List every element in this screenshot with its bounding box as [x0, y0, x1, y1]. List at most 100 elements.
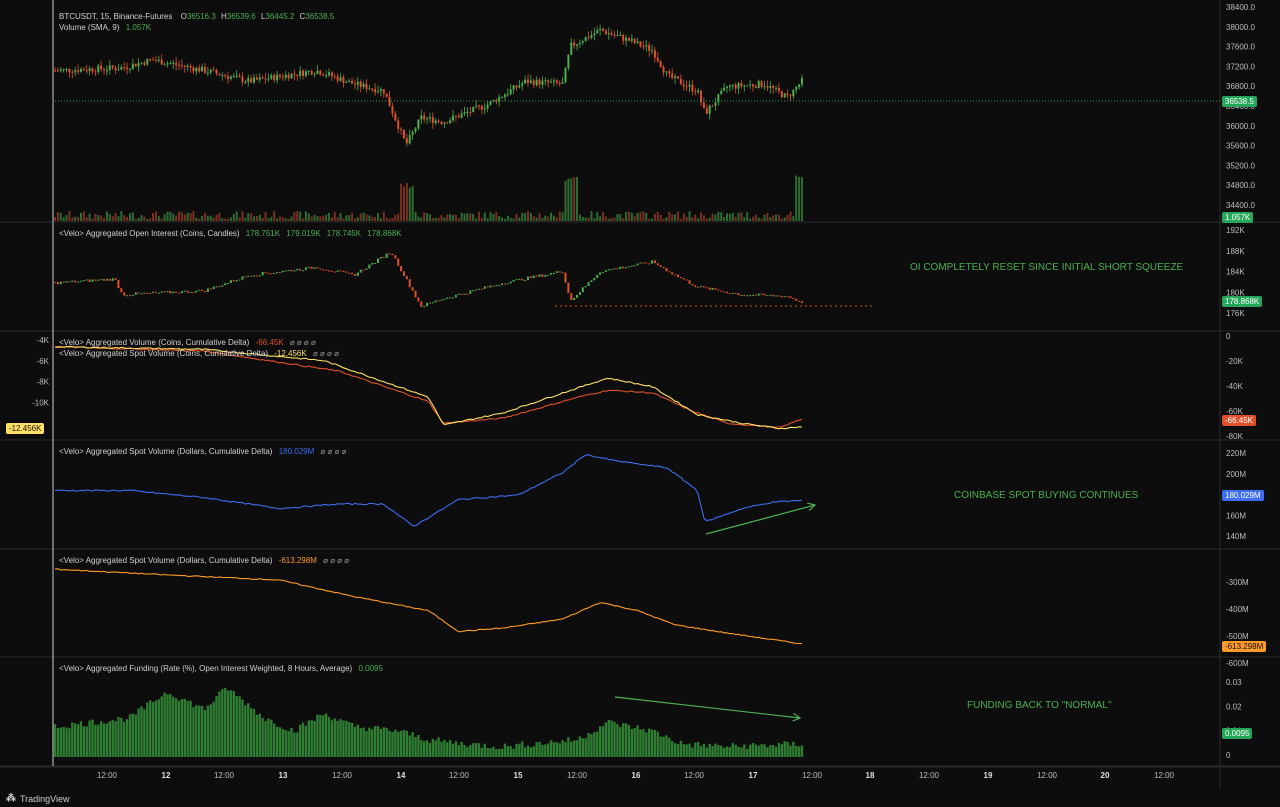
- price-candle-body: [362, 83, 365, 87]
- oi-candle: [278, 272, 281, 274]
- tradingview-logo[interactable]: ⁂ TradingView: [6, 793, 70, 804]
- oi-candle: [515, 279, 518, 281]
- volume-legend: Volume (SMA, 9) 1.057K: [59, 23, 151, 32]
- price-candle-body: [653, 50, 656, 58]
- oi-candle: [250, 275, 253, 277]
- oi-candle: [460, 293, 463, 295]
- volume-bar: [59, 212, 62, 221]
- oi-axis-tick: 188K: [1226, 247, 1245, 256]
- volume-bar: [281, 217, 284, 221]
- volume-bar: [183, 214, 186, 221]
- volume-bar: [512, 218, 515, 221]
- funding-bar: [740, 747, 743, 757]
- symbol-title[interactable]: BTCUSDT, 15, Binance-Futures: [59, 12, 173, 21]
- oi-candle: [281, 270, 284, 273]
- price-candle-body: [209, 69, 212, 73]
- volume-bar: [212, 217, 215, 221]
- volume-bar: [218, 213, 221, 221]
- volume-bar: [160, 218, 163, 221]
- funding-bar: [795, 745, 798, 757]
- volume-bar: [538, 213, 541, 221]
- funding-bar: [598, 726, 602, 757]
- funding-bar: [232, 690, 236, 757]
- funding-bar: [172, 696, 175, 757]
- time-axis-tick: 18: [866, 771, 875, 780]
- volume-bar: [201, 215, 204, 221]
- price-candle-body: [720, 90, 723, 95]
- volume-bar: [351, 212, 354, 221]
- funding-bar: [800, 745, 804, 757]
- oi-candle: [524, 280, 527, 282]
- oi-candle: [480, 288, 483, 290]
- price-candle-body: [622, 34, 625, 41]
- funding-title[interactable]: <Velo> Aggregated Funding (Rate (%), Ope…: [59, 664, 353, 673]
- funding-bar: [71, 722, 74, 757]
- volume-bar: [466, 213, 469, 221]
- funding-bar: [359, 728, 362, 757]
- cvd-title-1[interactable]: <Velo> Aggregated Volume (Coins, Cumulat…: [59, 338, 250, 347]
- volume-bar: [740, 212, 743, 221]
- funding-bar: [278, 727, 282, 757]
- volume-bar: [203, 213, 206, 221]
- oi-candle: [183, 290, 186, 292]
- volume-bar: [573, 177, 576, 221]
- funding-bar: [189, 700, 192, 757]
- volume-bar: [169, 211, 172, 221]
- volume-bar: [705, 218, 708, 221]
- spot1-axis-tick: 140M: [1226, 532, 1246, 541]
- oi-candle: [345, 271, 348, 273]
- funding-bar: [518, 743, 521, 757]
- spot2-title[interactable]: <Velo> Aggregated Spot Volume (Dollars, …: [59, 556, 273, 565]
- volume-bar: [316, 216, 319, 221]
- oi-annotation: OI COMPLETELY RESET SINCE INITIAL SHORT …: [910, 262, 1184, 273]
- oi-candle: [746, 295, 749, 297]
- funding-bar: [532, 746, 535, 757]
- price-candle-body: [114, 67, 117, 70]
- oi-title[interactable]: <Velo> Aggregated Open Interest (Coins, …: [59, 229, 240, 238]
- oi-candle: [77, 281, 80, 283]
- time-axis-tick: 12:00: [684, 771, 705, 780]
- funding-bar: [526, 745, 530, 757]
- funding-bar: [290, 727, 293, 757]
- volume-bar: [209, 215, 212, 221]
- funding-bar: [711, 746, 714, 757]
- price-candle-body: [639, 41, 642, 47]
- cvd-axis-tick: -20K: [1226, 357, 1244, 366]
- volume-bar: [420, 217, 423, 221]
- oi-candle: [353, 274, 356, 276]
- price-candle-body: [555, 80, 558, 83]
- oi-candle: [100, 279, 103, 281]
- funding-bar: [339, 719, 342, 757]
- funding-bar: [691, 747, 694, 757]
- price-axis-tick: 36800.0: [1226, 82, 1255, 91]
- volume-title[interactable]: Volume (SMA, 9): [59, 23, 120, 32]
- funding-bar: [316, 714, 319, 757]
- high-value: 36539.6: [226, 12, 256, 21]
- volume-bar: [134, 218, 137, 221]
- funding-bar: [76, 724, 80, 757]
- spot1-title[interactable]: <Velo> Aggregated Spot Volume (Dollars, …: [59, 447, 273, 456]
- time-axis-tick: 12:00: [332, 771, 353, 780]
- funding-bar: [477, 743, 481, 757]
- volume-bar: [278, 216, 281, 221]
- time-axis-tick: 12:00: [214, 771, 235, 780]
- price-candle-body: [241, 76, 244, 83]
- price-candle-body: [564, 67, 567, 83]
- oi-candle: [267, 273, 270, 275]
- funding-bar: [754, 744, 758, 757]
- price-candle-body: [166, 63, 169, 65]
- oi-candle: [85, 279, 88, 281]
- oi-candle: [310, 266, 313, 269]
- cvd-title-2[interactable]: <Velo> Aggregated Spot Volume (Coins, Cu…: [59, 349, 269, 358]
- volume-bar: [593, 218, 596, 221]
- oi-candle: [697, 286, 700, 288]
- price-candle-body: [501, 97, 504, 99]
- funding-bar: [443, 740, 446, 757]
- price-candle-body: [535, 79, 538, 86]
- price-candle-body: [195, 67, 198, 72]
- volume-bar: [221, 218, 224, 221]
- oi-candle: [212, 286, 215, 290]
- oi-candle: [180, 291, 183, 294]
- price-candle-body: [103, 69, 106, 71]
